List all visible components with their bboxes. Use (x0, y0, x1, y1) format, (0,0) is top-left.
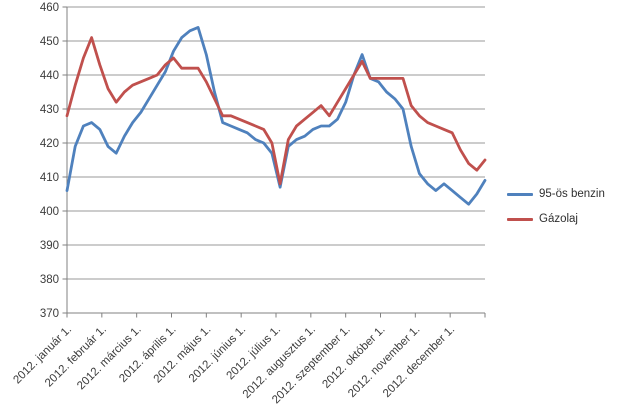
legend-line-swatch-gazolaj (507, 217, 533, 221)
y-tick-label-430: 430 (40, 104, 59, 116)
series-line-1 (65, 36, 487, 186)
x-tick-label-month-10: 2012. október 1. (320, 324, 387, 391)
legend-line-swatch-benzin (507, 192, 533, 196)
legend-item-benzin: 95-ös benzin (507, 186, 605, 202)
y-tick-label-450: 450 (40, 36, 59, 48)
legend-item-gazolaj: Gázolaj (507, 211, 605, 227)
x-tick-label-month-1: 2012. január 1. (11, 324, 74, 387)
y-tick-label-390: 390 (40, 240, 59, 252)
y-tick-label-380: 380 (40, 274, 59, 286)
chart-legend: 95-ös benzin Gázolaj (507, 186, 605, 227)
y-tick-label-440: 440 (40, 70, 59, 82)
y-tick-label-410: 410 (40, 172, 59, 184)
x-tick-label-month-3: 2012. március 1. (75, 324, 144, 393)
y-tick-label-420: 420 (40, 138, 59, 150)
legend-label-gazolaj: Gázolaj (539, 213, 578, 225)
y-tick-label-460: 460 (40, 2, 59, 14)
y-tick-label-370: 370 (40, 308, 59, 320)
series-line-0 (65, 25, 487, 206)
legend-label-benzin: 95-ös benzin (539, 188, 605, 200)
x-tick-label-month-2: 2012. február 1. (43, 324, 109, 390)
y-tick-label-400: 400 (40, 206, 59, 218)
